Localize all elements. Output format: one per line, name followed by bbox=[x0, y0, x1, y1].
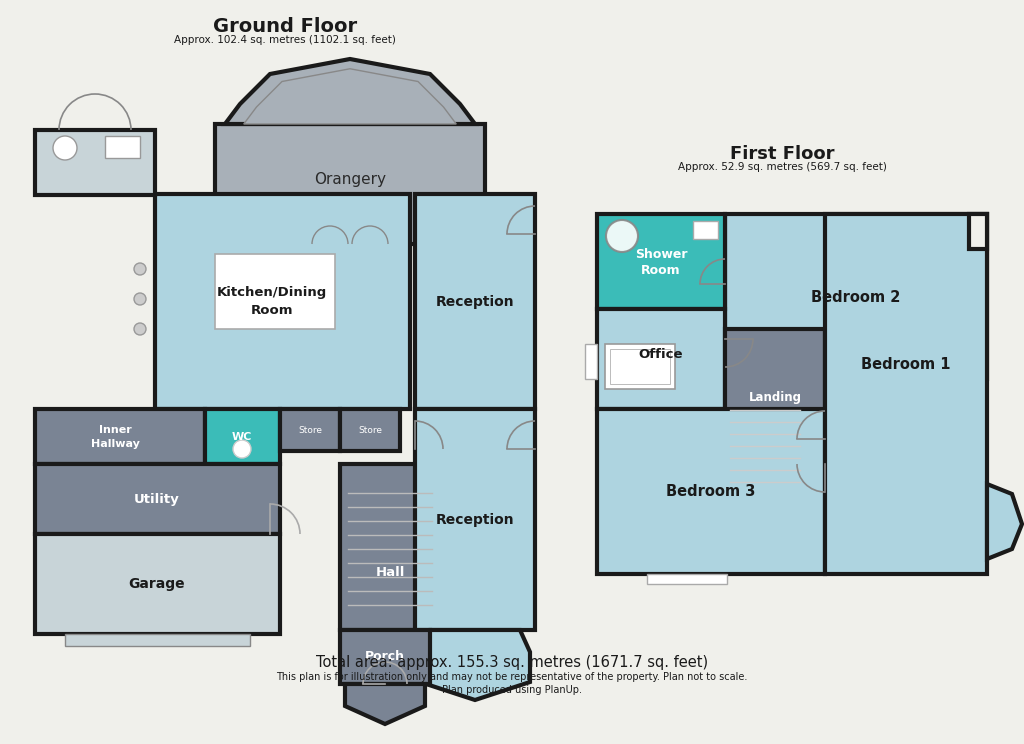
Text: This plan is for illustration only and may not be representative of the property: This plan is for illustration only and m… bbox=[276, 672, 748, 682]
Bar bbox=[597, 184, 987, 574]
Text: Reception: Reception bbox=[435, 513, 514, 527]
Bar bbox=[35, 464, 280, 534]
Circle shape bbox=[134, 263, 146, 275]
Text: Ground Floor: Ground Floor bbox=[213, 16, 357, 36]
Bar bbox=[597, 409, 825, 574]
Bar bbox=[205, 409, 280, 464]
Circle shape bbox=[53, 136, 77, 160]
Polygon shape bbox=[987, 484, 1022, 559]
Circle shape bbox=[606, 220, 638, 252]
Bar bbox=[35, 130, 155, 195]
Text: Hall: Hall bbox=[376, 565, 404, 579]
Polygon shape bbox=[345, 684, 425, 724]
Polygon shape bbox=[420, 630, 530, 700]
Text: Shower: Shower bbox=[635, 248, 687, 260]
Text: Bedroom 2: Bedroom 2 bbox=[811, 289, 901, 304]
Text: Garage: Garage bbox=[129, 577, 185, 591]
Text: Plan produced using PlanUp.: Plan produced using PlanUp. bbox=[442, 685, 582, 695]
Text: Store: Store bbox=[358, 426, 382, 434]
Bar bbox=[597, 214, 725, 309]
Text: Porch: Porch bbox=[365, 650, 406, 664]
Polygon shape bbox=[225, 59, 475, 124]
Polygon shape bbox=[244, 68, 457, 124]
Bar bbox=[693, 221, 718, 239]
Bar bbox=[725, 214, 987, 379]
Text: Landing: Landing bbox=[749, 391, 802, 403]
Text: WC: WC bbox=[231, 432, 252, 442]
Text: Approx. 52.9 sq. metres (569.7 sq. feet): Approx. 52.9 sq. metres (569.7 sq. feet) bbox=[678, 162, 887, 172]
Bar bbox=[415, 409, 535, 630]
Bar bbox=[610, 349, 670, 384]
Circle shape bbox=[134, 293, 146, 305]
Bar bbox=[725, 329, 825, 494]
Text: Inner: Inner bbox=[98, 425, 131, 435]
Bar bbox=[35, 409, 205, 464]
Text: Room: Room bbox=[641, 263, 681, 277]
Circle shape bbox=[134, 323, 146, 335]
Text: Room: Room bbox=[251, 304, 293, 316]
Text: Approx. 102.4 sq. metres (1102.1 sq. feet): Approx. 102.4 sq. metres (1102.1 sq. fee… bbox=[174, 35, 396, 45]
Text: Kitchen/Dining: Kitchen/Dining bbox=[217, 286, 327, 298]
Text: Office: Office bbox=[639, 347, 683, 361]
Bar bbox=[155, 194, 410, 409]
Bar bbox=[605, 344, 675, 389]
Text: Utility: Utility bbox=[134, 493, 180, 505]
Bar bbox=[340, 630, 430, 684]
Bar bbox=[597, 309, 725, 409]
Bar bbox=[65, 634, 250, 646]
Text: Bedroom 1: Bedroom 1 bbox=[861, 356, 950, 371]
Circle shape bbox=[233, 440, 251, 458]
Bar bbox=[647, 574, 727, 584]
Bar bbox=[215, 124, 485, 244]
Bar bbox=[415, 194, 535, 409]
Bar bbox=[969, 214, 987, 249]
Bar bbox=[340, 464, 440, 630]
Bar bbox=[35, 534, 280, 634]
Bar bbox=[585, 344, 597, 379]
Bar bbox=[825, 214, 987, 574]
Text: First Floor: First Floor bbox=[730, 145, 835, 163]
Bar bbox=[215, 254, 335, 329]
Text: Orangery: Orangery bbox=[314, 172, 386, 187]
Bar bbox=[340, 409, 400, 451]
Text: Total area: approx. 155.3 sq. metres (1671.7 sq. feet): Total area: approx. 155.3 sq. metres (16… bbox=[316, 655, 708, 670]
Text: Reception: Reception bbox=[435, 295, 514, 309]
Text: Hallway: Hallway bbox=[90, 439, 139, 449]
Text: Store: Store bbox=[298, 426, 322, 434]
Bar bbox=[280, 409, 340, 451]
Text: Bedroom 3: Bedroom 3 bbox=[667, 484, 756, 499]
Bar bbox=[105, 136, 140, 158]
